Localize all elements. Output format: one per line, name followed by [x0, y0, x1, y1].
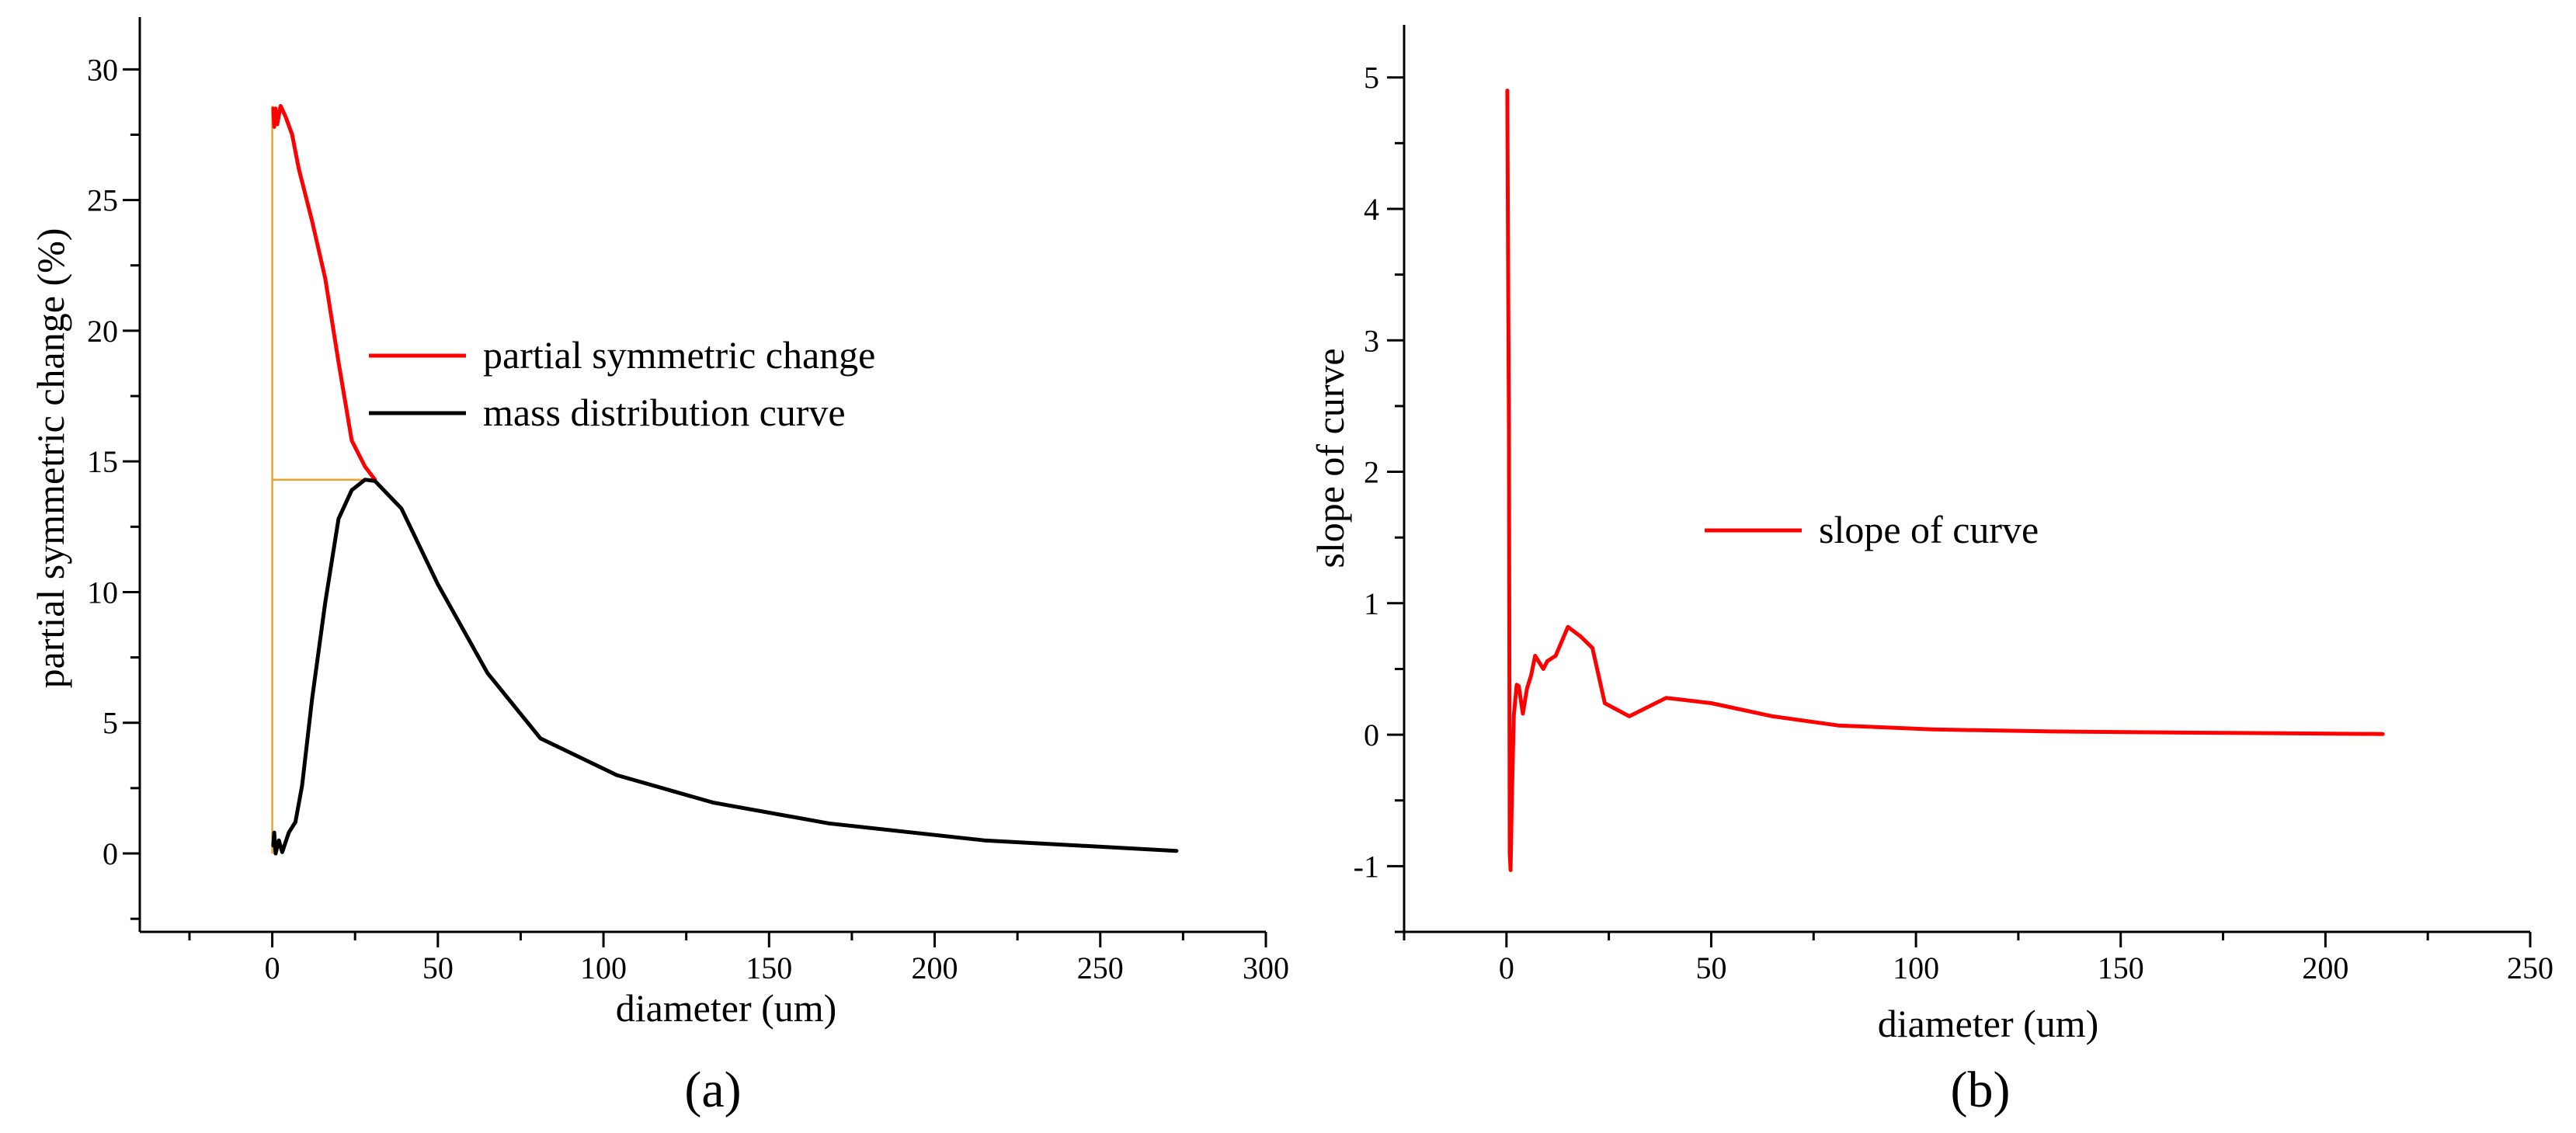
data-point: [351, 490, 352, 491]
y-tick-label: 10: [87, 575, 118, 610]
x-tick-label: 200: [912, 951, 958, 985]
data-point: [275, 853, 276, 854]
data-point: [292, 134, 293, 135]
data-point: [1711, 703, 1712, 704]
data-point: [984, 840, 985, 841]
series-line-0: [271, 103, 377, 482]
y-tick-label: 4: [1364, 192, 1379, 227]
y-tick-label: 5: [1364, 61, 1379, 96]
data-point: [365, 466, 366, 467]
x-tick-label: 50: [1695, 951, 1726, 985]
data-point: [279, 840, 280, 841]
data-point: [275, 108, 276, 109]
data-point: [1666, 697, 1667, 698]
y-tick-label: 2: [1364, 455, 1379, 490]
y-tick-label: 25: [87, 183, 118, 218]
legend-label-1: mass distribution curve: [483, 391, 846, 434]
x-tick-label: 100: [580, 951, 627, 985]
data-point: [351, 440, 352, 441]
data-point: [1629, 716, 1630, 717]
data-point: [401, 508, 402, 509]
y-tick-label: 5: [103, 706, 118, 741]
x-tick-label: 200: [2302, 951, 2348, 985]
data-point: [338, 362, 339, 363]
panel-label: (a): [684, 1062, 741, 1118]
legend-label-0: slope of curve: [1819, 508, 2039, 551]
chart-panel-a: 0 50 100 150 200 250 300 0 5 10 15 20 25 30 diameter (…: [29, 17, 1289, 1118]
y-tick-label: 0: [103, 836, 118, 871]
data-point: [365, 479, 366, 480]
y-tick-label: 1: [1364, 586, 1379, 621]
data-point: [276, 123, 277, 124]
data-point: [1510, 870, 1511, 871]
data-point: [1772, 716, 1773, 717]
data-point: [311, 699, 312, 700]
data-point: [282, 852, 283, 853]
x-tick-label: 0: [265, 951, 280, 985]
data-point: [1604, 703, 1605, 704]
x-tick-label: 0: [1499, 951, 1514, 985]
data-point: [712, 802, 713, 803]
data-point: [2194, 732, 2195, 733]
y-axis-label: partial symmetric change (%): [29, 228, 72, 689]
data-point: [1547, 661, 1548, 662]
x-tick-label: 100: [1893, 951, 1939, 985]
data-point: [1527, 688, 1528, 689]
y-axis-label: slope of curve: [1309, 348, 1352, 568]
x-tick-label: 150: [746, 951, 792, 985]
legend-label-0: partial symmetric change: [483, 333, 875, 377]
y-tick-label: 30: [87, 52, 118, 87]
data-point: [1508, 432, 1509, 433]
data-point: [1932, 729, 1933, 730]
data-point: [338, 519, 339, 520]
data-point: [274, 832, 275, 833]
x-tick-label: 150: [2098, 951, 2144, 985]
y-tick-label: -1: [1354, 849, 1379, 884]
chart-panel-b: 0 50 100 150 200 250 -1 0 1 2 3 4 5 diameter (um) slop…: [1309, 25, 2553, 1118]
series-line-0: [1505, 89, 2385, 872]
x-tick-label: 300: [1243, 951, 1289, 985]
y-tick-label: 0: [1364, 718, 1379, 752]
y-tick-label: 20: [87, 314, 118, 349]
data-point: [2051, 731, 2052, 732]
data-point: [437, 584, 438, 585]
y-tick-label: 15: [87, 444, 118, 479]
y-tick-label: 3: [1364, 323, 1379, 358]
data-point: [288, 832, 289, 833]
data-point: [1507, 261, 1508, 262]
data-point: [1837, 725, 1838, 726]
data-point: [1176, 850, 1177, 851]
x-tick-label: 250: [1077, 951, 1124, 985]
x-tick-label: 250: [2507, 951, 2553, 985]
series-line-1: [271, 478, 1179, 856]
panel-label: (b): [1951, 1062, 2011, 1118]
x-axis-label: diameter (um): [1878, 1002, 2099, 1045]
data-point: [1511, 800, 1512, 801]
x-tick-label: 50: [422, 951, 454, 985]
data-point: [301, 785, 302, 786]
x-axis-label: diameter (um): [616, 986, 837, 1030]
